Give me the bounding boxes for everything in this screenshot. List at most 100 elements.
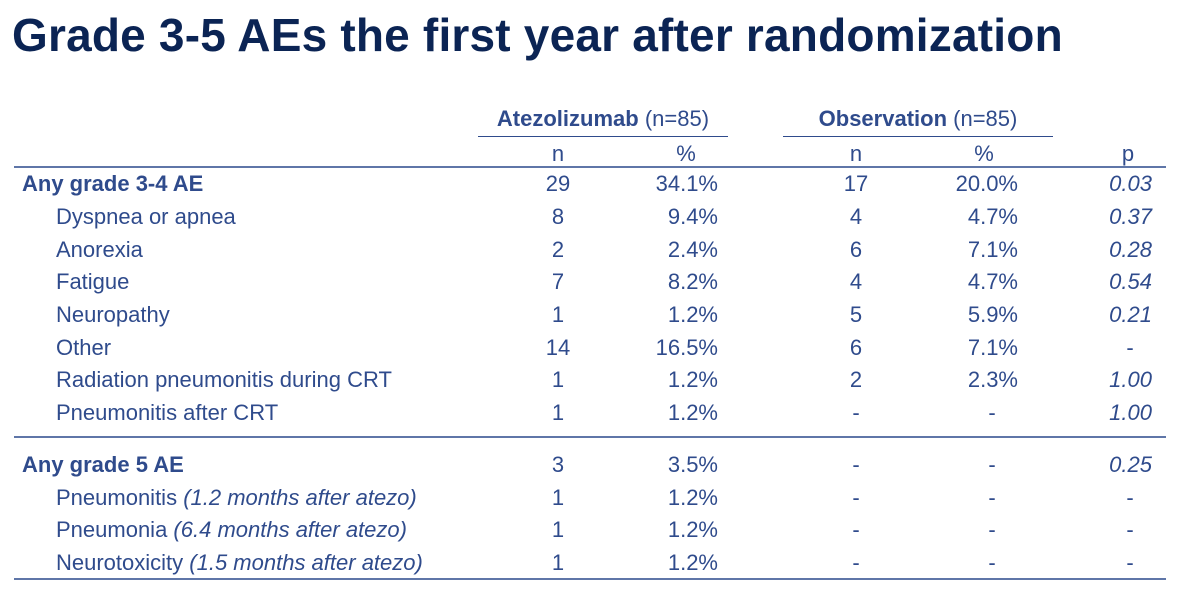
observation-group-header: Observation (n=85)	[783, 106, 1053, 132]
p-header: p	[1121, 141, 1135, 166]
row-label: Other	[56, 335, 112, 360]
atezo-n: 1	[551, 400, 565, 425]
p-value: 0.28	[1109, 237, 1152, 262]
table-row: Any grade 3-4 AE 29 34.1% 17 20.0% 0.03	[0, 168, 1180, 200]
atezo-n: 1	[551, 367, 565, 392]
obs-n: 17	[843, 171, 869, 196]
atezo-n: 2	[551, 237, 565, 262]
header-divider	[14, 166, 1166, 168]
group-underline	[478, 136, 728, 137]
obs-n: -	[852, 517, 860, 542]
table-row: Pneumonitis (1.2 months after atezo) 1 1…	[0, 482, 1180, 514]
atezo-n: 3	[551, 452, 565, 477]
table-row: Anorexia 2 2.4% 6 7.1% 0.28	[0, 234, 1180, 266]
obs-pct: 4.7%	[967, 204, 1018, 229]
obs-pct: 7.1%	[967, 237, 1018, 262]
row-label-text: Neurotoxicity	[56, 550, 190, 575]
table-row: Any grade 5 AE 3 3.5% - - 0.25	[0, 449, 1180, 481]
row-label: Pneumonitis (1.2 months after atezo)	[56, 482, 417, 514]
table-bottom-border	[14, 578, 1166, 580]
obs-pct: 5.9%	[967, 302, 1018, 327]
obs-pct: 2.3%	[967, 367, 1018, 392]
p-value: 1.00	[1109, 367, 1152, 392]
p-value: -	[1126, 517, 1134, 542]
table-row: Fatigue 7 8.2% 4 4.7% 0.54	[0, 266, 1180, 298]
obs-pct: 4.7%	[967, 269, 1018, 294]
atezo-pct: 1.2%	[667, 550, 718, 575]
atezo-pct: 1.2%	[667, 517, 718, 542]
row-label-text: Pneumonia	[56, 517, 174, 542]
row-label: Pneumonia (6.4 months after atezo)	[56, 514, 407, 546]
row-label: Neuropathy	[56, 302, 170, 327]
table-row: Pneumonitis after CRT 1 1.2% - - 1.00	[0, 397, 1180, 429]
obs-pct: -	[988, 452, 996, 477]
obs-pct: 7.1%	[967, 335, 1018, 360]
p-value: 0.54	[1109, 269, 1152, 294]
atezo-pct: 1.2%	[667, 367, 718, 392]
group-name: Observation	[818, 106, 948, 131]
group-underline	[783, 136, 1053, 137]
obs-n: 6	[849, 237, 863, 262]
atezo-pct: 3.5%	[667, 452, 718, 477]
atezo-pct: 1.2%	[667, 485, 718, 510]
obs-pct: -	[988, 485, 996, 510]
atezo-n: 8	[551, 204, 565, 229]
atezo-pct: 34.1%	[655, 171, 718, 196]
atezo-pct: 1.2%	[667, 400, 718, 425]
atezo-n: 1	[551, 517, 565, 542]
table-row: Radiation pneumonitis during CRT 1 1.2% …	[0, 364, 1180, 396]
table-row: Other 14 16.5% 6 7.1% -	[0, 332, 1180, 364]
obs-pct: -	[988, 550, 996, 575]
group-size: (n=85)	[644, 106, 710, 131]
table-row: Dyspnea or apnea 8 9.4% 4 4.7% 0.37	[0, 201, 1180, 233]
row-label: Pneumonitis after CRT	[56, 400, 279, 425]
atezo-n: 14	[545, 335, 571, 360]
obs-n: -	[852, 550, 860, 575]
n-header: n	[849, 141, 863, 166]
atezo-n: 1	[551, 302, 565, 327]
atezo-pct: 8.2%	[667, 269, 718, 294]
atezo-pct: 1.2%	[667, 302, 718, 327]
p-value: 1.00	[1109, 400, 1152, 425]
obs-n: -	[852, 452, 860, 477]
obs-n: 5	[849, 302, 863, 327]
p-value: 0.21	[1109, 302, 1152, 327]
atezo-pct: 9.4%	[667, 204, 718, 229]
table-row: Neurotoxicity (1.5 months after atezo) 1…	[0, 547, 1180, 579]
row-label: Anorexia	[56, 237, 143, 262]
p-value: 0.03	[1109, 171, 1152, 196]
percent-header: %	[974, 141, 994, 166]
obs-n: -	[852, 485, 860, 510]
obs-pct: -	[988, 517, 996, 542]
row-label: Dyspnea or apnea	[56, 204, 236, 229]
percent-header: %	[676, 141, 696, 166]
table-row: Pneumonia (6.4 months after atezo) 1 1.2…	[0, 514, 1180, 546]
n-header: n	[551, 141, 565, 166]
p-value: -	[1126, 485, 1134, 510]
p-value: -	[1126, 335, 1134, 360]
obs-n: 4	[849, 204, 863, 229]
section-divider	[14, 436, 1166, 438]
atezo-n: 1	[551, 550, 565, 575]
atezo-n: 1	[551, 485, 565, 510]
group-size: (n=85)	[953, 106, 1018, 131]
row-label: Any grade 3-4 AE	[22, 171, 204, 196]
row-label: Radiation pneumonitis during CRT	[56, 367, 392, 392]
atezo-n: 7	[551, 269, 565, 294]
atezo-pct: 16.5%	[655, 335, 718, 360]
row-label-note: (6.4 months after atezo)	[173, 517, 407, 542]
row-label-note: (1.5 months after atezo)	[189, 550, 423, 575]
table-row: Neuropathy 1 1.2% 5 5.9% 0.21	[0, 299, 1180, 331]
atezo-pct: 2.4%	[667, 237, 718, 262]
row-label: Any grade 5 AE	[22, 452, 184, 477]
obs-n: 4	[849, 269, 863, 294]
row-label-note: (1.2 months after atezo)	[183, 485, 417, 510]
p-value: 0.25	[1109, 452, 1152, 477]
row-label: Neurotoxicity (1.5 months after atezo)	[56, 547, 423, 579]
obs-n: -	[852, 400, 860, 425]
obs-pct: 20.0%	[955, 171, 1018, 196]
row-label: Fatigue	[56, 269, 130, 294]
p-value: -	[1126, 550, 1134, 575]
subheader-row: n % n % p	[0, 138, 1180, 170]
group-name: Atezolizumab	[496, 106, 639, 131]
